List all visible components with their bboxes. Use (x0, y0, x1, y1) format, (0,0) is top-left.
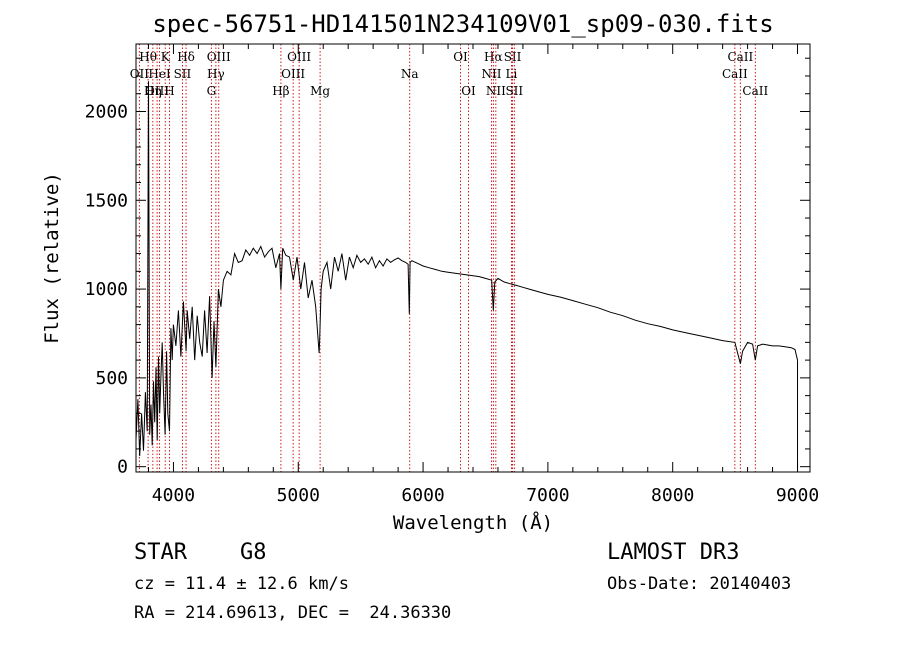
spectral-subclass: G8 (240, 540, 267, 565)
y-axis-label: Flux (relative) (41, 172, 63, 344)
line-marker-label: Hα (484, 50, 503, 64)
line-marker-label: OI (461, 84, 476, 98)
x-axis-label: Wavelength (Å) (393, 511, 553, 534)
line-marker-label: OIII (207, 50, 231, 64)
line-marker-label: Na (401, 67, 419, 81)
line-marker-label: Hδ (177, 50, 195, 64)
axis-ticks: 4000 5000 6000 7000 8000 9000 0 500 1000 1500 2000 (85, 44, 819, 506)
line-marker-label: CaII (742, 84, 768, 98)
x-tick-label: 6000 (401, 485, 444, 506)
line-marker-label: Hθ (139, 50, 157, 64)
plot-frame (135, 43, 811, 473)
line-marker-label: OIII (281, 67, 305, 81)
line-marker-label: SII (174, 67, 192, 81)
x-tick-label: 7000 (526, 485, 569, 506)
line-marker-label: HeI (148, 67, 171, 81)
y-tick-label: 1500 (85, 190, 128, 211)
y-tick-label: 2000 (85, 101, 128, 122)
object-class: STAR (134, 540, 187, 565)
observation-date: Obs-Date: 20140403 (607, 574, 792, 594)
line-marker-label: G (207, 84, 217, 98)
line-marker-label: SII (505, 84, 523, 98)
x-tick-label: 9000 (776, 485, 819, 506)
line-marker-label: CaII (722, 67, 748, 81)
line-marker-label: Li (506, 67, 518, 81)
y-tick-label: 0 (117, 457, 128, 478)
line-marker-label: CaII (727, 50, 753, 64)
survey-name: LAMOST DR3 (607, 540, 740, 565)
line-marker-label: OIII (287, 50, 311, 64)
y-tick-label: 1000 (85, 279, 128, 300)
y-tick-label: 500 (95, 368, 128, 389)
line-marker-label: H (164, 84, 174, 98)
line-marker-label: OII (130, 67, 150, 81)
line-marker-label: Mg (310, 84, 330, 98)
coordinates: RA = 214.69613, DEC = 24.36330 (134, 603, 452, 623)
x-tick-label: 5000 (277, 485, 320, 506)
line-marker-label: Hβ (272, 84, 289, 98)
x-tick-label: 4000 (152, 485, 195, 506)
line-marker-label: NII (481, 67, 501, 81)
flux-series (135, 81, 799, 472)
series-line-flux (135, 81, 798, 457)
line-marker-label: Hη (144, 84, 162, 98)
line-marker-label: OIII (145, 84, 169, 98)
line-marker-label: K (161, 50, 171, 64)
line-marker-label: OI (453, 50, 468, 64)
x-tick-label: 8000 (651, 485, 694, 506)
line-marker-label: SII (504, 50, 522, 64)
chart-title: spec-56751-HD141501N234109V01_sp09-030.f… (152, 10, 773, 38)
line-marker-label: NII (486, 84, 506, 98)
redshift-velocity: cz = 11.4 ± 12.6 km/s (134, 574, 349, 594)
line-marker-label: Hγ (207, 67, 225, 81)
